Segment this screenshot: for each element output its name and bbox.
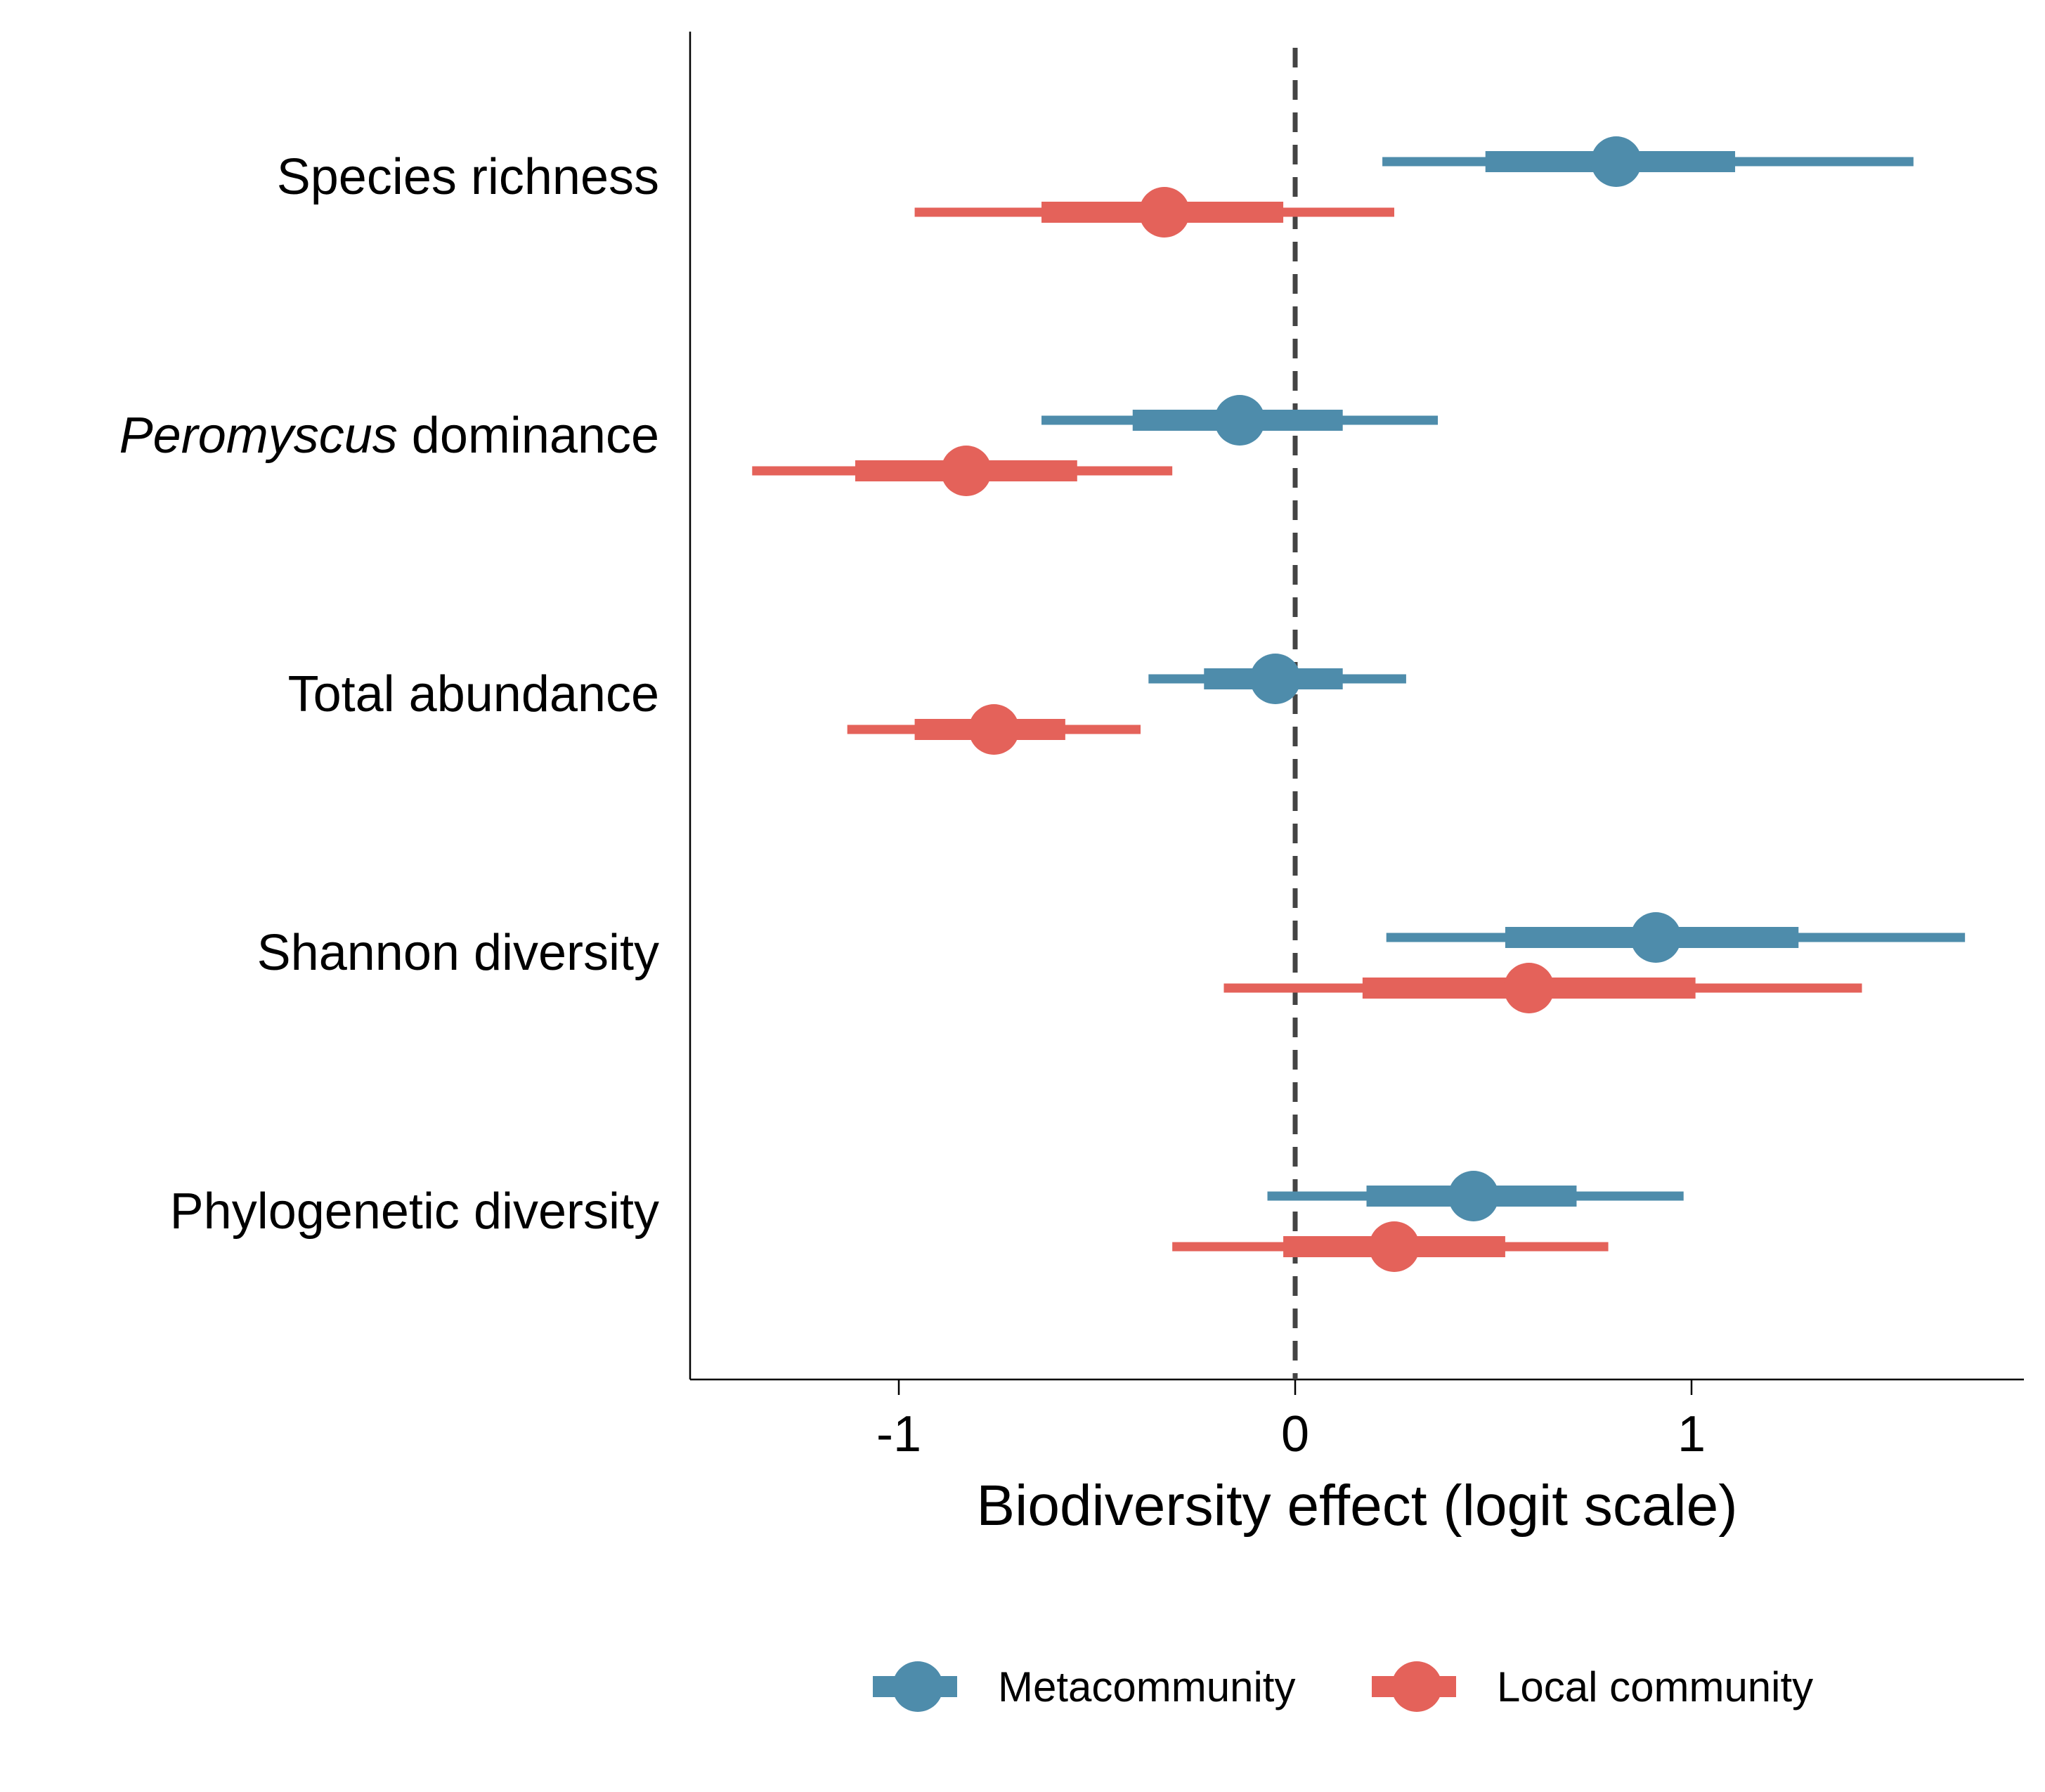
category-label: Peromyscus dominance (119, 408, 659, 464)
legend-label: Metacommunity (998, 1663, 1295, 1710)
x-tick-label: -1 (876, 1406, 921, 1462)
legend-key-dot (892, 1661, 943, 1712)
point-estimate (968, 704, 1020, 755)
legend-key-dot (1391, 1661, 1442, 1712)
point-estimate (1630, 912, 1682, 963)
point-estimate (1138, 187, 1190, 238)
legend-label: Local community (1497, 1663, 1813, 1710)
category-label-text: Total abundance (288, 666, 659, 722)
interval-marks (752, 136, 1966, 1272)
x-axis-title: Biodiversity effect (logit scale) (976, 1474, 1737, 1538)
category-label-italic: Peromyscus (119, 408, 398, 464)
point-estimate (940, 446, 992, 496)
x-tick-label: 0 (1281, 1406, 1309, 1462)
point-estimate (1214, 395, 1266, 446)
category-labels: Species richness Peromyscus dominance Tota… (119, 149, 659, 1240)
category-label-text: Species richness (277, 149, 659, 205)
x-ticks: -1 0 1 (876, 1379, 1706, 1462)
category-label: Species richness (277, 149, 659, 205)
category-label: Shannon diversity (257, 925, 659, 981)
point-estimate (1249, 654, 1301, 704)
point-estimate (1503, 963, 1554, 1013)
category-label: Phylogenetic diversity (170, 1183, 659, 1240)
point-estimate (1369, 1221, 1420, 1272)
category-label-text: Shannon diversity (257, 925, 659, 981)
category-label-text: Phylogenetic diversity (170, 1183, 659, 1240)
point-estimate (1448, 1171, 1499, 1221)
point-estimate (1590, 136, 1642, 187)
category-label: Total abundance (288, 666, 659, 722)
legend: Metacommunity Local community (873, 1661, 1813, 1712)
category-label-text: dominance (398, 408, 659, 464)
x-tick-label: 1 (1677, 1406, 1706, 1462)
